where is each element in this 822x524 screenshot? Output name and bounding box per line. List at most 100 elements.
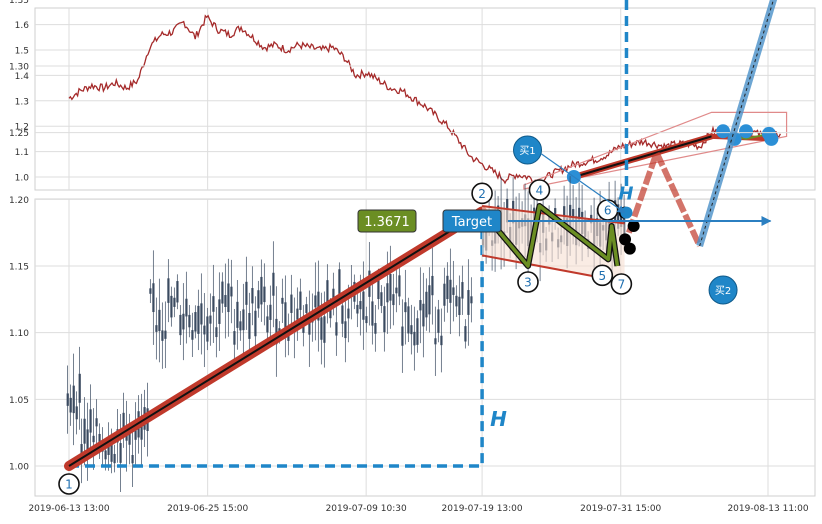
buy1-arrow bbox=[541, 153, 626, 214]
candle bbox=[72, 385, 75, 414]
pattern-point-circle bbox=[591, 264, 614, 287]
candle bbox=[620, 211, 623, 227]
top-y-tick-label: 1.5 bbox=[15, 47, 29, 57]
candle bbox=[455, 295, 458, 307]
candle bbox=[440, 335, 443, 346]
candle bbox=[323, 316, 326, 343]
pattern-point-label: 3 bbox=[524, 276, 532, 290]
candle bbox=[254, 310, 257, 337]
black-marker bbox=[627, 220, 640, 233]
trend-line-main bbox=[68, 210, 483, 467]
top-panel: 1.0 1.1 1.2 1.3 1.4 1.5 1.6 bbox=[15, 7, 816, 191]
target-value-box bbox=[357, 209, 417, 233]
target-label-text: Target bbox=[451, 215, 492, 230]
candle bbox=[131, 455, 134, 464]
candle bbox=[446, 275, 449, 300]
top-marker bbox=[739, 124, 754, 139]
bottom-x-tick-label: 2019-06-13 13:00 bbox=[28, 504, 109, 514]
pattern-labels: 1 2 3 4 5 6 7 买1 买2 H H 1.3671 Target bbox=[58, 135, 772, 495]
candle bbox=[308, 322, 311, 335]
candle bbox=[260, 276, 263, 305]
zigzag-line bbox=[480, 204, 620, 268]
candle bbox=[200, 303, 203, 325]
candle bbox=[113, 453, 116, 464]
breakout-marker bbox=[620, 206, 633, 219]
candle bbox=[78, 373, 81, 403]
candle bbox=[152, 283, 155, 313]
candle bbox=[66, 393, 69, 406]
candle bbox=[386, 283, 389, 303]
bottom-y-tick-label: 1.10 bbox=[9, 329, 29, 339]
candle bbox=[185, 298, 188, 317]
candle bbox=[182, 313, 185, 330]
candle bbox=[134, 429, 137, 440]
candle bbox=[365, 316, 368, 324]
candle bbox=[326, 280, 329, 308]
pattern-point-circle bbox=[517, 271, 539, 293]
candle bbox=[425, 291, 428, 318]
projection-path-red bbox=[626, 144, 703, 248]
candle bbox=[83, 418, 86, 444]
candle bbox=[218, 299, 221, 324]
candle bbox=[410, 325, 413, 335]
pattern-point-circle bbox=[528, 179, 551, 201]
candle bbox=[281, 297, 284, 304]
candle bbox=[398, 275, 401, 297]
candle bbox=[269, 304, 272, 320]
candle bbox=[224, 295, 227, 307]
buy-marker-label: 买1 bbox=[519, 145, 535, 157]
pattern-point-label: 1 bbox=[65, 478, 73, 492]
candle bbox=[176, 281, 179, 303]
candle bbox=[89, 409, 92, 433]
candle bbox=[362, 291, 365, 320]
height-label: H bbox=[490, 407, 507, 431]
top-price-line bbox=[68, 14, 781, 188]
pattern-point-circle bbox=[610, 273, 633, 295]
candle bbox=[155, 325, 158, 332]
target-label-box bbox=[442, 209, 502, 233]
candle bbox=[239, 321, 242, 331]
top-y-tick-label: 1.1 bbox=[15, 148, 29, 158]
candle bbox=[407, 306, 410, 334]
height-label-small: H bbox=[618, 183, 633, 204]
candle bbox=[75, 406, 78, 420]
candle bbox=[332, 288, 335, 300]
candle bbox=[164, 330, 167, 339]
candle bbox=[428, 285, 431, 315]
top-grid bbox=[35, 8, 815, 190]
candle bbox=[140, 420, 143, 440]
candle bbox=[452, 287, 455, 295]
candle bbox=[572, 209, 575, 221]
candle bbox=[95, 418, 98, 427]
candle bbox=[104, 450, 107, 460]
candle bbox=[392, 294, 395, 306]
candle bbox=[419, 300, 422, 311]
candle bbox=[317, 291, 320, 321]
bottom-y-tick-label: 1.05 bbox=[9, 396, 29, 406]
candle bbox=[263, 286, 266, 303]
candle bbox=[272, 272, 275, 296]
candle bbox=[359, 301, 362, 310]
candle bbox=[215, 327, 218, 338]
candle bbox=[347, 308, 350, 319]
candle bbox=[236, 301, 239, 328]
bottom-x-tick-label: 2019-07-09 10:30 bbox=[326, 504, 407, 514]
candle bbox=[110, 439, 113, 462]
candle bbox=[242, 309, 245, 331]
top-y-tick-label: 1.4 bbox=[15, 72, 30, 82]
candle bbox=[173, 297, 176, 307]
candle bbox=[92, 435, 95, 443]
candle bbox=[119, 443, 122, 463]
candle bbox=[389, 273, 392, 301]
candle bbox=[275, 318, 278, 345]
candle bbox=[191, 330, 194, 340]
candle bbox=[443, 283, 446, 306]
candle bbox=[197, 305, 200, 334]
candle bbox=[69, 397, 72, 413]
candle bbox=[617, 204, 620, 229]
candle bbox=[233, 331, 236, 345]
candle bbox=[128, 433, 131, 445]
candle bbox=[179, 314, 182, 336]
